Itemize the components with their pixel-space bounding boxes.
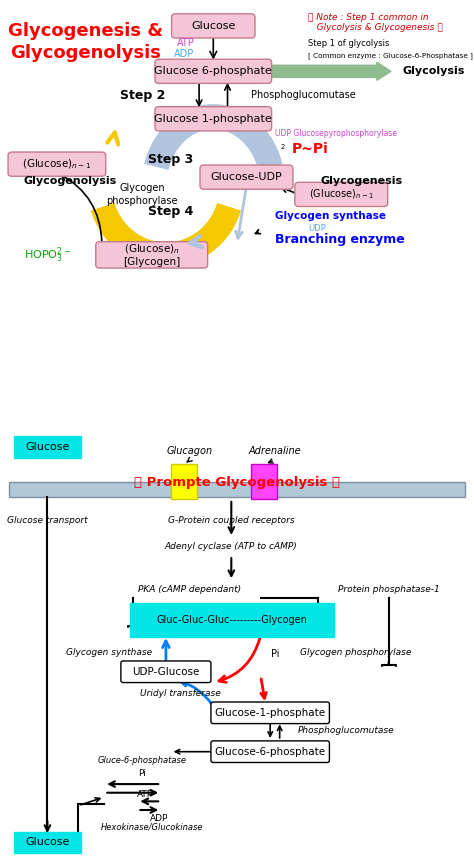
Text: Glucose 6-phosphate: Glucose 6-phosphate [155, 67, 272, 76]
Text: Glucose-6-phosphate: Glucose-6-phosphate [215, 746, 326, 757]
FancyBboxPatch shape [251, 465, 277, 499]
Text: Branching enzyme: Branching enzyme [275, 233, 405, 246]
Text: Glycolysis: Glycolysis [403, 67, 465, 76]
Text: ATP: ATP [137, 791, 153, 799]
FancyBboxPatch shape [172, 14, 255, 38]
Text: Adenyl cyclase (ATP to cAMP): Adenyl cyclase (ATP to cAMP) [165, 542, 298, 551]
Text: Pi: Pi [271, 650, 279, 659]
Text: Glucose-UDP: Glucose-UDP [210, 172, 283, 182]
Text: (Glucose)$_n$
[Glycogen]: (Glucose)$_n$ [Glycogen] [123, 242, 180, 268]
FancyBboxPatch shape [130, 603, 334, 638]
Text: Adrenaline: Adrenaline [248, 447, 301, 456]
Text: Glycogenesis: Glycogenesis [321, 176, 403, 187]
Text: [ Common enzyme : Glucose-6-Phosphatase ]: [ Common enzyme : Glucose-6-Phosphatase … [308, 52, 473, 59]
Text: UDP Glucosepyrophosphorylase: UDP Glucosepyrophosphorylase [275, 130, 397, 138]
Text: Protein phosphatase-1: Protein phosphatase-1 [338, 585, 439, 594]
Text: (Glucose)$_{n-1}$: (Glucose)$_{n-1}$ [22, 157, 91, 171]
Text: ADP: ADP [150, 814, 168, 823]
FancyBboxPatch shape [200, 165, 293, 189]
FancyBboxPatch shape [155, 106, 272, 130]
Text: Glucose transport: Glucose transport [7, 516, 88, 525]
Text: Glycogenesis &
Glycogenolysis: Glycogenesis & Glycogenolysis [8, 22, 163, 62]
Text: Glucagon: Glucagon [166, 447, 213, 456]
Text: Pi: Pi [138, 769, 146, 778]
Text: Step 4: Step 4 [148, 205, 193, 219]
Text: (Glucose)$_{n-1}$: (Glucose)$_{n-1}$ [309, 187, 374, 201]
Text: Glycogen phosphorylase: Glycogen phosphorylase [300, 648, 411, 657]
Text: ADP: ADP [174, 49, 194, 59]
FancyBboxPatch shape [96, 242, 208, 268]
FancyBboxPatch shape [295, 182, 388, 206]
FancyArrow shape [268, 62, 391, 80]
Text: UDP: UDP [308, 225, 326, 233]
FancyBboxPatch shape [211, 702, 329, 724]
Text: G-Protein coupled receptors: G-Protein coupled receptors [168, 516, 295, 525]
Text: P~Pi: P~Pi [292, 142, 328, 156]
Text: Uridyl transferase: Uridyl transferase [140, 689, 220, 698]
Text: Gluc-Gluc-Gluc---------Glycogen: Gluc-Gluc-Gluc---------Glycogen [157, 615, 308, 625]
Text: Phosphoglucomutase: Phosphoglucomutase [298, 726, 394, 734]
FancyBboxPatch shape [14, 436, 81, 458]
FancyBboxPatch shape [121, 661, 211, 683]
Text: $^2$: $^2$ [280, 144, 285, 154]
Text: 【 Note : Step 1 common in
   Glycolysis & Glycogenesis 】: 【 Note : Step 1 common in Glycolysis & G… [308, 13, 443, 32]
Text: Gluce-6-phosphatase: Gluce-6-phosphatase [98, 756, 187, 765]
Text: ATP: ATP [177, 38, 194, 48]
Text: Glucose: Glucose [25, 837, 70, 848]
FancyBboxPatch shape [9, 482, 465, 497]
FancyBboxPatch shape [211, 740, 329, 762]
FancyBboxPatch shape [171, 465, 197, 499]
Text: HOPO$_3^{2-}$: HOPO$_3^{2-}$ [24, 245, 71, 264]
Text: 【 Prompte Glycogenolysis 】: 【 Prompte Glycogenolysis 】 [134, 476, 340, 490]
Text: Glycogen synthase: Glycogen synthase [275, 211, 386, 221]
Text: Glucose-1-phosphate: Glucose-1-phosphate [215, 708, 326, 718]
FancyBboxPatch shape [14, 831, 81, 854]
Text: PKA (cAMP dependant): PKA (cAMP dependant) [138, 585, 241, 594]
Text: Glucose 1-phosphate: Glucose 1-phosphate [155, 114, 272, 124]
Text: Step 2: Step 2 [119, 88, 165, 102]
Text: Glucose: Glucose [191, 21, 236, 31]
Text: UDP-Glucose: UDP-Glucose [132, 667, 200, 677]
Text: Phosphoglucomutase: Phosphoglucomutase [251, 90, 356, 100]
Text: Step 3: Step 3 [148, 153, 193, 167]
Text: Glycogen
phosphorylase: Glycogen phosphorylase [107, 183, 178, 206]
Text: Glucose: Glucose [25, 442, 70, 452]
Text: Step 1 of glycolysis: Step 1 of glycolysis [308, 39, 390, 48]
Text: Glycogenolysis: Glycogenolysis [24, 176, 117, 187]
Text: Hexokinase/Glucokinase: Hexokinase/Glucokinase [100, 823, 203, 832]
FancyBboxPatch shape [155, 59, 272, 84]
Text: Glycogen synthase: Glycogen synthase [66, 648, 152, 657]
FancyBboxPatch shape [8, 152, 106, 176]
